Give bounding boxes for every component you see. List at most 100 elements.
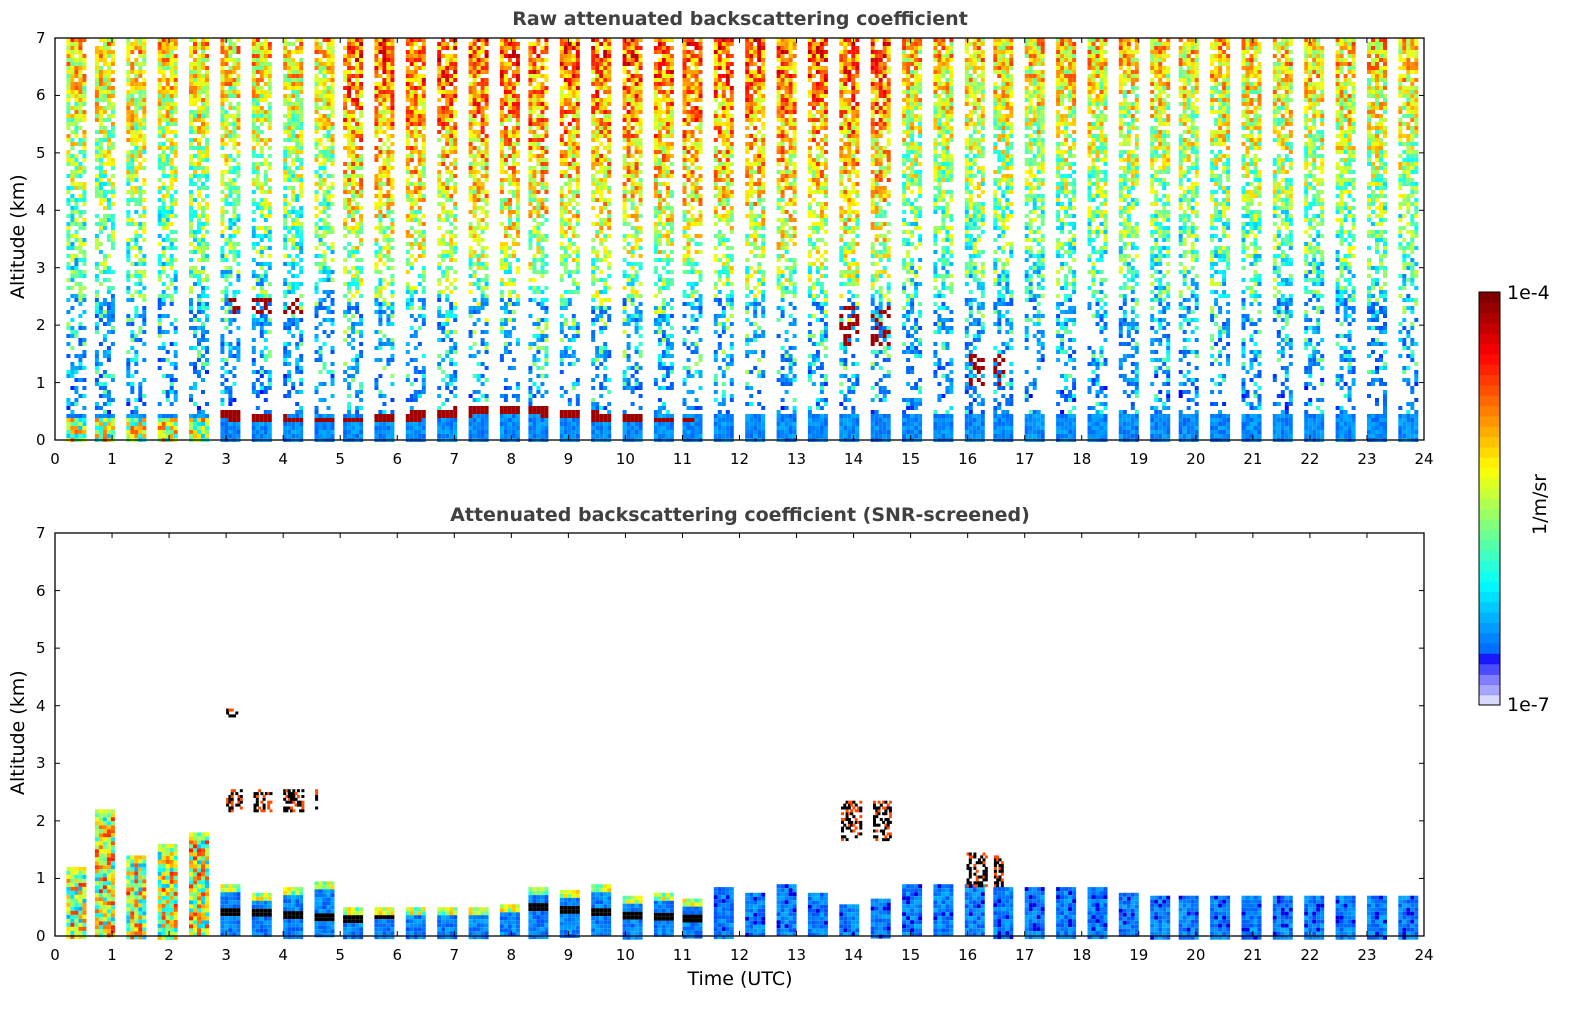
x-tick-label: 17 [1015, 946, 1035, 964]
screened-profile-column [1304, 895, 1325, 940]
colorbar-segment [1479, 302, 1500, 314]
colorbar-segment [1479, 663, 1500, 675]
raw-profile-column [1087, 38, 1108, 442]
x-tick-label: 20 [1186, 946, 1206, 964]
x-tick-label: 9 [563, 450, 574, 468]
x-tick-label: 24 [1414, 450, 1434, 468]
raw-profile-column [437, 38, 458, 442]
screened-profile-column [1118, 892, 1139, 937]
x-tick-label: 10 [615, 450, 635, 468]
raw-profile-column [902, 38, 923, 442]
screened-profile-column [220, 884, 241, 937]
x-tick-label: 18 [1072, 450, 1092, 468]
raw-profile-column [745, 38, 766, 442]
colorbar-segment [1479, 415, 1500, 427]
raw-profile-column [870, 38, 891, 442]
screened-profile-column [94, 809, 115, 938]
screened-profile-column [964, 884, 985, 937]
y-tick-label: 7 [36, 29, 46, 47]
raw-profile-column [776, 38, 797, 442]
x-tick-label: 13 [786, 450, 807, 468]
screened-profile-column [591, 884, 612, 937]
y-tick-label: 3 [36, 754, 46, 773]
colorbar [1478, 291, 1501, 706]
x-tick-label: 15 [901, 946, 921, 964]
colorbar-segment [1479, 601, 1500, 613]
raw-profile-column [1241, 38, 1262, 442]
colorbar-segment [1479, 477, 1500, 489]
raw-profile-column [1056, 38, 1077, 442]
y-tick-label: 0 [36, 431, 46, 449]
raw-profile-column [528, 38, 549, 442]
y-tick-label: 1 [36, 373, 46, 392]
screened-profile-column [1335, 895, 1356, 940]
screened-profile-column [157, 843, 178, 940]
screened-profile-column [776, 884, 797, 937]
y-tick-label: 4 [36, 201, 46, 220]
y-tick-label: 6 [36, 581, 46, 600]
colorbar-segment [1479, 312, 1500, 324]
x-tick-label: 4 [278, 946, 288, 964]
colorbar-segment [1479, 653, 1500, 665]
x-tick-label: 20 [1186, 450, 1206, 468]
raw-profile-column [682, 38, 703, 442]
x-tick-label: 1 [107, 946, 117, 964]
screened-profile-column [902, 884, 923, 937]
y-tick-label: 6 [36, 86, 46, 105]
colorbar-min-label: 1e-7 [1507, 694, 1550, 716]
colorbar-segment [1479, 622, 1500, 634]
raw-profile-column [591, 38, 612, 442]
colorbar-segment [1479, 581, 1500, 592]
y-tick-label: 4 [36, 696, 46, 715]
screened-profile-column [839, 904, 860, 937]
colorbar-segment [1479, 498, 1500, 510]
x-tick-label: 24 [1414, 946, 1434, 964]
screened-profile-column [870, 898, 891, 939]
screened-profile-column [343, 907, 364, 940]
colorbar-frame [1478, 291, 1501, 706]
plot-frame [54, 532, 1425, 937]
screened-profile-column [713, 887, 734, 940]
x-tick-label: 6 [392, 946, 403, 964]
colorbar-segment [1479, 384, 1500, 396]
colorbar-segment [1479, 343, 1500, 355]
x-tick-label: 4 [278, 450, 288, 468]
raw-profile-column [1210, 38, 1231, 442]
y-tick-label: 3 [36, 258, 46, 277]
screened-profile-column [1087, 887, 1108, 940]
colorbar-segment [1479, 467, 1500, 479]
colorbar-segment [1479, 550, 1500, 561]
x-tick-label: 1 [107, 450, 117, 468]
x-tick-label: 11 [672, 450, 692, 468]
lower-panel-title: Attenuated backscattering coefficient (S… [450, 504, 1030, 526]
colorbar-segment [1479, 612, 1500, 623]
x-tick-label: 18 [1072, 946, 1092, 964]
x-tick-label: 5 [335, 946, 345, 964]
x-tick-label: 6 [392, 450, 403, 468]
raw-profile-column [1150, 38, 1171, 442]
colorbar-segment [1479, 684, 1500, 696]
screened-cloud-feature [226, 789, 319, 813]
screened-cloud-feature [226, 708, 239, 718]
screened-cloud-feature [966, 852, 1004, 888]
x-tick-label: 17 [1015, 450, 1035, 468]
x-tick-label: 15 [901, 450, 921, 468]
screened-profile-column [374, 907, 395, 940]
colorbar-segment [1479, 591, 1500, 603]
x-tick-label: 22 [1300, 946, 1320, 964]
x-tick-label: 23 [1357, 946, 1377, 964]
y-tick-label: 7 [36, 524, 46, 542]
colorbar-segment [1479, 436, 1500, 448]
screened-profile-column [283, 887, 304, 940]
screened-profile-column [682, 898, 703, 939]
raw-profile-column [94, 38, 115, 442]
screened-profile-column [528, 887, 549, 940]
x-tick-label: 3 [221, 946, 231, 964]
raw-profile-column [713, 38, 734, 442]
screened-profile-column [1272, 895, 1293, 940]
x-tick-label: 9 [563, 946, 574, 964]
raw-profile-column [66, 38, 87, 442]
screened-profile-column [251, 892, 272, 937]
raw-profile-column [314, 38, 335, 442]
x-tick-label: 21 [1243, 946, 1263, 964]
